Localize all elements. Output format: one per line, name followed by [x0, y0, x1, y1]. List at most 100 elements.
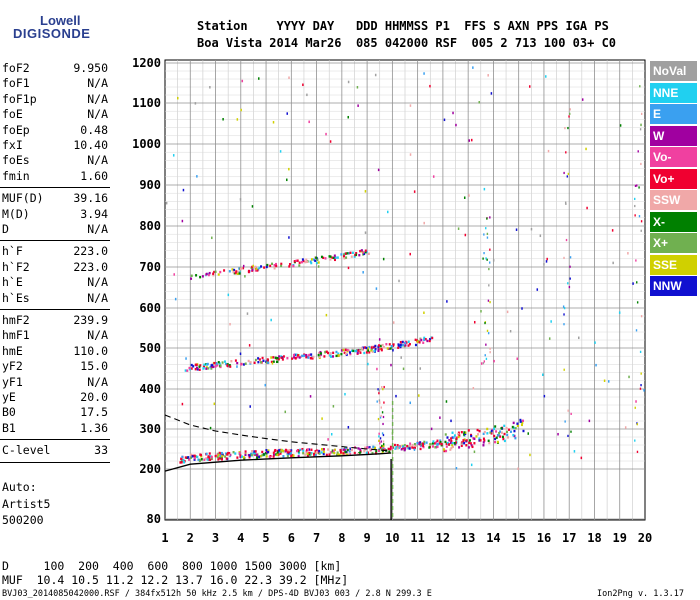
noise-point [486, 258, 488, 261]
echo-point [357, 447, 360, 450]
noise-point [378, 432, 380, 435]
echo-point [191, 455, 194, 458]
echo-point [413, 446, 416, 450]
echo-point [213, 270, 216, 274]
param-separator [0, 187, 110, 189]
echo-point [286, 357, 289, 360]
echo-point [377, 349, 380, 353]
echo-point [203, 363, 206, 366]
noise-point [308, 120, 310, 124]
x-tick-label: 19 [613, 531, 627, 545]
echo-point [290, 449, 293, 452]
echo-point [375, 450, 378, 453]
noise-point [409, 153, 412, 156]
noise-point [594, 341, 596, 344]
echo-point [260, 265, 263, 268]
echo-point [507, 436, 510, 439]
param-row: M(D) 3.94 [2, 207, 108, 222]
echo-point [241, 455, 244, 458]
echo-point [302, 451, 305, 455]
y-tick-label: 80 [147, 512, 161, 526]
echo-point [444, 440, 447, 444]
echo-point [302, 354, 305, 357]
noise-point [378, 392, 380, 395]
echo-point [230, 359, 233, 363]
param-value: 239.9 [73, 313, 108, 327]
echo-point [499, 435, 502, 438]
param-value: 3.94 [80, 206, 108, 221]
param-name: hmF2 [2, 313, 30, 327]
echo-point [206, 458, 209, 461]
noise-point [185, 357, 187, 360]
echo-point [265, 265, 268, 269]
noise-point [543, 263, 545, 266]
noise-point [376, 400, 378, 403]
echo-point [295, 259, 298, 262]
noise-point [423, 311, 425, 315]
param-value: N/A [87, 374, 108, 389]
noise-point [409, 104, 412, 107]
param-name: foEp [2, 122, 30, 137]
echo-point [183, 461, 186, 464]
echo-point [190, 363, 193, 367]
echo-point [359, 448, 362, 451]
echo-point [503, 424, 506, 428]
noise-point [640, 315, 643, 318]
noise-point [446, 300, 448, 303]
echo-point [284, 450, 287, 453]
echo-point [422, 445, 425, 449]
echo-point [199, 453, 202, 457]
echo-point [431, 445, 434, 448]
noise-point [565, 151, 567, 154]
noise-point [640, 123, 642, 127]
legend-item: Vo+ [650, 168, 697, 189]
echo-point [383, 448, 386, 451]
echo-point [453, 441, 456, 445]
artist-version: Artist5 [2, 497, 51, 511]
param-value: 223.0 [73, 244, 108, 259]
echo-point [227, 451, 230, 455]
echo-point [423, 440, 426, 444]
param-row: yF1 N/A [2, 375, 108, 390]
noise-point [222, 117, 224, 121]
noise-point [249, 405, 251, 408]
echo-point [512, 426, 515, 429]
echo-point [493, 440, 496, 444]
noise-point [564, 420, 566, 423]
echo-point [370, 349, 373, 352]
param-value: 223.0 [73, 259, 108, 274]
noise-point [640, 384, 642, 387]
echo-point [374, 447, 377, 450]
echo-point [343, 253, 346, 256]
param-name: h`F2 [2, 259, 30, 274]
echo-point [279, 452, 282, 455]
noise-point [487, 74, 489, 77]
noise-point [489, 347, 491, 350]
noise-point [381, 411, 384, 414]
param-row: h`F2 223.0 [2, 260, 108, 275]
noise-point [485, 257, 487, 260]
noise-point [607, 380, 610, 383]
noise-point [383, 443, 385, 446]
noise-point [489, 351, 491, 354]
noise-point [636, 423, 639, 426]
echo-point [367, 252, 370, 255]
echo-point [450, 439, 453, 443]
echo-point [464, 431, 467, 434]
echo-point [359, 349, 362, 353]
echo-point [238, 272, 241, 275]
echo-point [350, 255, 353, 258]
echo-point [324, 350, 327, 354]
y-tick-label: 1100 [132, 96, 161, 110]
echo-point [346, 453, 349, 457]
noise-point [378, 399, 381, 402]
echo-point [423, 338, 426, 341]
echo-point [207, 367, 210, 370]
noise-point [445, 400, 448, 403]
echo-point [478, 429, 481, 433]
echo-point [334, 256, 337, 259]
echo-point [439, 440, 442, 444]
echo-point [390, 345, 393, 348]
echo-point [329, 354, 332, 357]
noise-point [565, 238, 568, 242]
